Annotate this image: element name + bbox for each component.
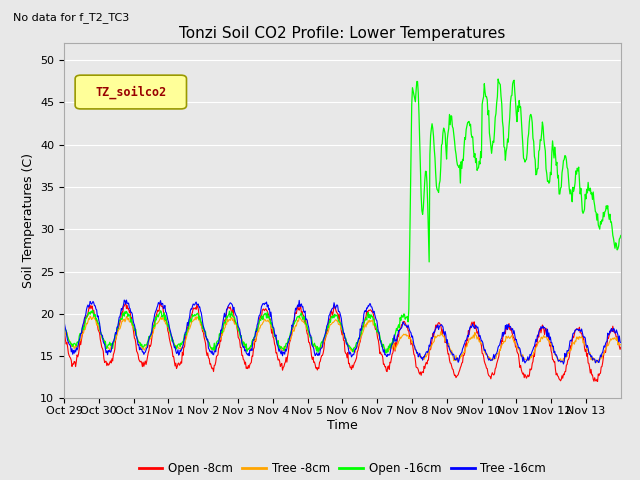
- Open -8cm: [126, 308, 134, 313]
- Open -8cm: [277, 362, 285, 368]
- Tree -8cm: [256, 325, 264, 331]
- Open -8cm: [60, 329, 68, 335]
- Open -8cm: [432, 322, 440, 328]
- Tree -8cm: [126, 319, 134, 325]
- FancyBboxPatch shape: [75, 75, 186, 109]
- Open -16cm: [494, 76, 502, 82]
- Y-axis label: Soil Temperatures (C): Soil Temperatures (C): [22, 153, 35, 288]
- Open -8cm: [122, 300, 129, 305]
- Tree -16cm: [277, 351, 285, 357]
- Tree -16cm: [432, 326, 440, 332]
- Open -16cm: [401, 312, 408, 317]
- Open -16cm: [125, 312, 133, 318]
- Tree -16cm: [126, 306, 134, 312]
- Tree -8cm: [432, 335, 440, 341]
- Title: Tonzi Soil CO2 Profile: Lower Temperatures: Tonzi Soil CO2 Profile: Lower Temperatur…: [179, 25, 506, 41]
- Open -8cm: [401, 319, 408, 324]
- Tree -16cm: [256, 312, 264, 318]
- X-axis label: Time: Time: [327, 419, 358, 432]
- Tree -8cm: [617, 342, 625, 348]
- Open -8cm: [594, 379, 602, 384]
- Line: Open -16cm: Open -16cm: [64, 79, 621, 353]
- Tree -16cm: [401, 322, 408, 328]
- Line: Open -8cm: Open -8cm: [64, 302, 621, 382]
- Tree -8cm: [277, 345, 285, 351]
- Open -16cm: [432, 170, 440, 176]
- Tree -8cm: [228, 318, 236, 324]
- Open -8cm: [256, 314, 264, 320]
- Tree -8cm: [86, 313, 94, 319]
- Tree -16cm: [617, 340, 625, 346]
- Line: Tree -8cm: Tree -8cm: [64, 316, 621, 362]
- Text: TZ_soilco2: TZ_soilco2: [95, 85, 166, 99]
- Open -16cm: [617, 233, 625, 239]
- Tree -16cm: [228, 302, 236, 308]
- Tree -8cm: [60, 326, 68, 332]
- Open -16cm: [255, 318, 263, 324]
- Open -16cm: [276, 346, 284, 351]
- Tree -8cm: [401, 332, 408, 337]
- Tree -16cm: [120, 297, 128, 303]
- Open -8cm: [617, 344, 625, 350]
- Text: No data for f_T2_TC3: No data for f_T2_TC3: [13, 12, 129, 23]
- Legend: Open -8cm, Tree -8cm, Open -16cm, Tree -16cm: Open -8cm, Tree -8cm, Open -16cm, Tree -…: [134, 457, 551, 480]
- Open -16cm: [228, 309, 236, 314]
- Line: Tree -16cm: Tree -16cm: [64, 300, 621, 364]
- Open -8cm: [228, 310, 236, 315]
- Open -16cm: [383, 350, 390, 356]
- Tree -16cm: [559, 361, 567, 367]
- Open -16cm: [60, 322, 68, 327]
- Tree -16cm: [60, 317, 68, 323]
- Tree -8cm: [593, 360, 601, 365]
